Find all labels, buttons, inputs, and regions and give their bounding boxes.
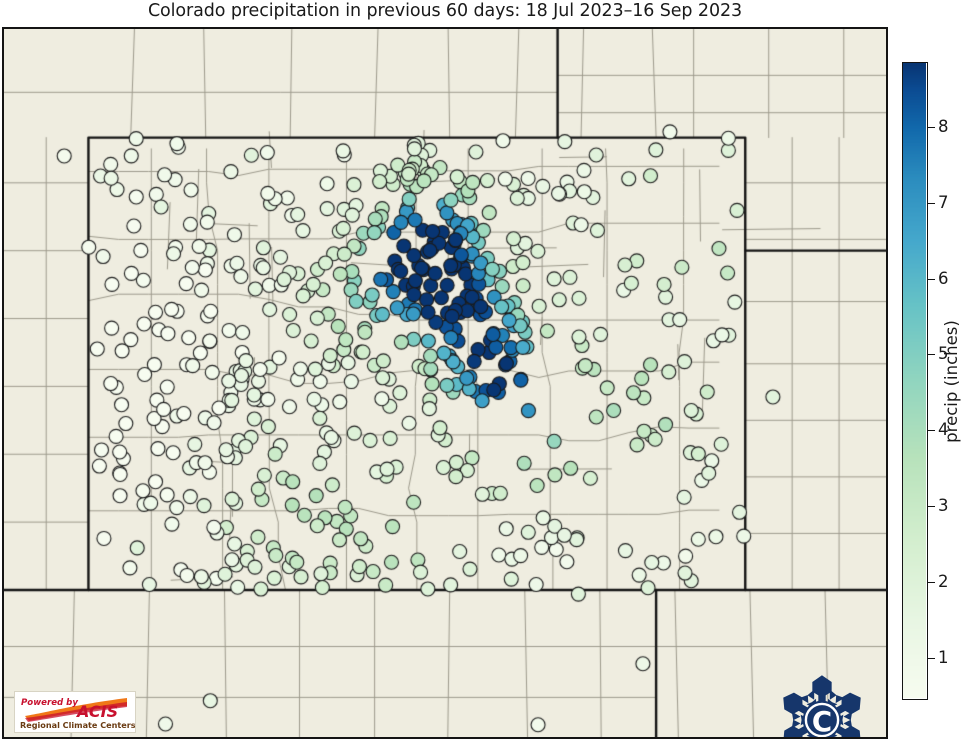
colorbar-tick-label: 6	[938, 268, 949, 288]
colorbar-tick-label: 5	[938, 344, 949, 364]
map-plot-area[interactable]: Powered by ACIS Regional Climate Centers…	[2, 27, 888, 739]
colorbar-tick	[928, 658, 935, 660]
acis-brand-text: ACIS	[75, 702, 118, 721]
map-scatter-canvas[interactable]	[4, 29, 886, 737]
colorbar-tick	[928, 430, 935, 432]
colorbar-tick-group: 1 2 3 4 5 6 7 8	[902, 62, 964, 700]
colorbar-tick	[928, 126, 935, 128]
colorbar-tick	[928, 354, 935, 356]
colorbar-tick	[928, 278, 935, 280]
acis-powered-by-text: Powered by	[21, 698, 78, 708]
colorbar-tick-label: 4	[938, 420, 949, 440]
colorbar-tick	[928, 506, 935, 508]
acis-tagline-text: Regional Climate Centers	[20, 720, 135, 730]
colorbar-tick-label: 7	[938, 192, 949, 212]
colorbar-tick	[928, 202, 935, 204]
acis-logo-graphic: Powered by ACIS Regional Climate Centers	[15, 692, 135, 732]
colorbar-tick-label: 3	[938, 496, 949, 516]
acis-logo: Powered by ACIS Regional Climate Centers	[14, 691, 136, 733]
colorbar[interactable]	[902, 62, 928, 700]
colorbar-tick-label: 2	[938, 572, 949, 592]
colorbar-axis-label: precip (inches)	[938, 62, 964, 700]
colorbar-tick	[928, 582, 935, 584]
colorbar-label-text: precip (inches)	[941, 319, 961, 443]
colorbar-tick-label: 1	[938, 647, 949, 667]
page-title: Colorado precipitation in previous 60 da…	[147, 1, 743, 21]
colorbar-gradient	[903, 63, 926, 698]
colorbar-tick-label: 8	[938, 116, 949, 136]
